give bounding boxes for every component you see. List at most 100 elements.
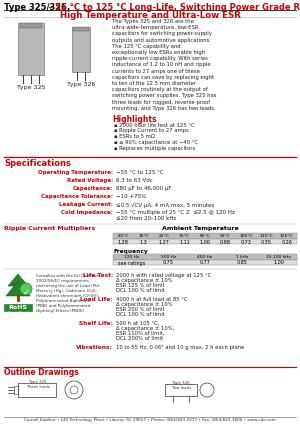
Text: Δ capacitance ± 10%: Δ capacitance ± 10% — [116, 302, 172, 307]
Text: −55 °C to 125 °C Long-Life, Switching Power Grade Radial: −55 °C to 125 °C Long-Life, Switching Po… — [48, 3, 300, 12]
Text: 1.28: 1.28 — [118, 240, 129, 244]
Text: -40°C: -40°C — [117, 234, 129, 238]
Bar — [18, 23, 44, 75]
Text: 2000 h with rated voltage at 125 °C: 2000 h with rated voltage at 125 °C — [116, 273, 211, 278]
Text: 0.35: 0.35 — [261, 240, 272, 244]
Text: Δ capacitance ± 10%: Δ capacitance ± 10% — [116, 278, 172, 283]
Bar — [14, 386, 18, 394]
Text: ultra-wide-temperature, low-ESR: ultra-wide-temperature, low-ESR — [112, 25, 199, 30]
Text: Type 325
Three leads: Type 325 Three leads — [27, 380, 50, 388]
Text: 1 kHz: 1 kHz — [236, 255, 248, 259]
Text: Type 325/326,: Type 325/326, — [4, 3, 73, 12]
Text: 120 Hz: 120 Hz — [124, 255, 139, 259]
Text: Load Life:: Load Life: — [80, 297, 113, 302]
Polygon shape — [8, 274, 28, 286]
Text: ▪ Replaces multiple capacitors: ▪ Replaces multiple capacitors — [114, 146, 195, 151]
Text: (PBB) and Polybrominated: (PBB) and Polybrominated — [36, 304, 90, 308]
Text: Outline Drawings: Outline Drawings — [4, 368, 79, 377]
Text: switching power supplies. Type 325 has: switching power supplies. Type 325 has — [112, 94, 217, 99]
Text: 2002/95/EC requirements: 2002/95/EC requirements — [36, 279, 89, 283]
Text: ESR 200 % of limit: ESR 200 % of limit — [116, 307, 165, 312]
Text: Mercury (Hg), Cadmium (Cd),: Mercury (Hg), Cadmium (Cd), — [36, 289, 97, 293]
Text: 0.75: 0.75 — [163, 261, 174, 266]
Text: Type 325: Type 325 — [17, 85, 45, 90]
Bar — [113, 233, 297, 238]
Text: 500 h at 105 °C,: 500 h at 105 °C, — [116, 321, 159, 326]
Text: Type 326: Type 326 — [67, 82, 95, 87]
Text: to ten of the 12.5 mm diameter: to ten of the 12.5 mm diameter — [112, 81, 196, 86]
Text: 115°C: 115°C — [260, 234, 273, 238]
Text: Ambient Temperature: Ambient Temperature — [162, 226, 238, 231]
Text: Cornell Dubilier • 140 Technology Place • Liberty, SC 29657 • Phone: (864)843-22: Cornell Dubilier • 140 Technology Place … — [24, 418, 276, 422]
Text: 0.88: 0.88 — [220, 240, 231, 244]
Text: 4000 h at full load at 85 °C: 4000 h at full load at 85 °C — [116, 297, 188, 302]
Text: ▪ ESRs to 5 mΩ: ▪ ESRs to 5 mΩ — [114, 134, 155, 139]
Text: currents to 27 amps one of these: currents to 27 amps one of these — [112, 68, 200, 74]
Text: Specifications: Specifications — [4, 159, 71, 168]
Text: ▪ Ripple Current to 27 amps: ▪ Ripple Current to 27 amps — [114, 128, 189, 133]
Text: The Types 325 and 326 are the: The Types 325 and 326 are the — [112, 19, 194, 24]
Text: 880 μF to 46,000 μF: 880 μF to 46,000 μF — [116, 186, 172, 191]
Text: 0.77: 0.77 — [200, 261, 210, 266]
Text: 20-100 kHz: 20-100 kHz — [266, 255, 291, 259]
Text: ▪ 2000 hour life test at 125 °C: ▪ 2000 hour life test at 125 °C — [114, 122, 195, 128]
Text: 125°C: 125°C — [280, 234, 294, 238]
Text: Type 326
Two leads: Type 326 Two leads — [172, 381, 190, 390]
Text: ✓: ✓ — [22, 288, 29, 297]
Text: exceptionally low ESRs enable high: exceptionally low ESRs enable high — [112, 50, 205, 55]
Text: Operating Temperature:: Operating Temperature: — [38, 170, 113, 175]
Text: 105°C: 105°C — [239, 234, 253, 238]
Text: 0.85: 0.85 — [236, 261, 247, 266]
Text: ≤20 from 20–100 kHz: ≤20 from 20–100 kHz — [116, 215, 176, 221]
Text: Leakage Current:: Leakage Current: — [59, 202, 113, 207]
Text: 0.26: 0.26 — [281, 240, 292, 244]
Text: inductance of 1.2 to 10 nH and ripple: inductance of 1.2 to 10 nH and ripple — [112, 62, 211, 68]
Text: 90°C: 90°C — [220, 234, 231, 238]
Text: −55 °C to 125 °C: −55 °C to 125 °C — [116, 170, 164, 175]
Text: The 125 °C capability and: The 125 °C capability and — [112, 44, 181, 49]
Circle shape — [20, 283, 32, 295]
Text: Hexavalent chromium (Cr(VI)),: Hexavalent chromium (Cr(VI)), — [36, 294, 99, 298]
Text: Highlights: Highlights — [112, 115, 157, 124]
Text: capacitors routinely at the output of: capacitors routinely at the output of — [112, 87, 208, 92]
Text: ESR 125 % of limit: ESR 125 % of limit — [116, 283, 165, 288]
Text: ESR 110% of limit,: ESR 110% of limit, — [116, 331, 165, 336]
Polygon shape — [6, 281, 30, 296]
Text: 1.11: 1.11 — [179, 240, 190, 244]
Text: −10 +75%: −10 +75% — [116, 194, 146, 199]
Bar — [72, 27, 90, 72]
Text: 1.00: 1.00 — [200, 240, 210, 244]
Bar — [18, 383, 56, 397]
Text: 75°C: 75°C — [179, 234, 190, 238]
Text: Capacitance:: Capacitance: — [73, 186, 113, 191]
Text: Shelf Life:: Shelf Life: — [79, 321, 113, 326]
Text: Cold Impedance:: Cold Impedance: — [61, 210, 113, 215]
Text: DCL 100 % of limit: DCL 100 % of limit — [116, 312, 165, 317]
Text: see ratings: see ratings — [118, 261, 145, 266]
Text: capacitors for switching power-supply: capacitors for switching power-supply — [112, 31, 212, 37]
Text: Vibrations:: Vibrations: — [76, 345, 113, 350]
Text: Capacitance Tolerance:: Capacitance Tolerance: — [41, 194, 113, 199]
Text: −55 °C multiple of 25 °C Z  ≤2.5 @ 120 Hz: −55 °C multiple of 25 °C Z ≤2.5 @ 120 Hz — [116, 210, 235, 215]
Text: 10 to 55 Hz, 0.06" and 10 g max, 2 h each plane: 10 to 55 Hz, 0.06" and 10 g max, 2 h eac… — [116, 345, 244, 350]
Text: restricting the use of Lead (Pb),: restricting the use of Lead (Pb), — [36, 284, 101, 288]
Text: 400 Hz: 400 Hz — [197, 255, 213, 259]
Text: three leads for rugged, reverse-proof: three leads for rugged, reverse-proof — [112, 99, 210, 105]
Text: Compliant: Compliant — [8, 311, 29, 315]
Bar — [113, 254, 297, 260]
Text: DCL 100 % of limit: DCL 100 % of limit — [116, 288, 165, 293]
Text: 1.3: 1.3 — [140, 240, 148, 244]
Text: 85°C: 85°C — [200, 234, 210, 238]
Text: 10°C: 10°C — [138, 234, 149, 238]
Text: 500 Hz: 500 Hz — [160, 255, 176, 259]
Bar — [165, 384, 197, 396]
Text: 1.00: 1.00 — [273, 261, 284, 266]
Text: Frequency: Frequency — [113, 249, 148, 254]
Text: ≤0.5 √CV μA, 4 mA max, 5 minutes: ≤0.5 √CV μA, 4 mA max, 5 minutes — [116, 202, 214, 208]
Text: Rated Voltage:: Rated Voltage: — [67, 178, 113, 183]
Text: Life Test:: Life Test: — [82, 273, 113, 278]
Bar — [4, 304, 32, 311]
Text: RoHS: RoHS — [8, 305, 28, 310]
Bar — [73, 27, 89, 31]
Text: 1.27: 1.27 — [159, 240, 170, 244]
